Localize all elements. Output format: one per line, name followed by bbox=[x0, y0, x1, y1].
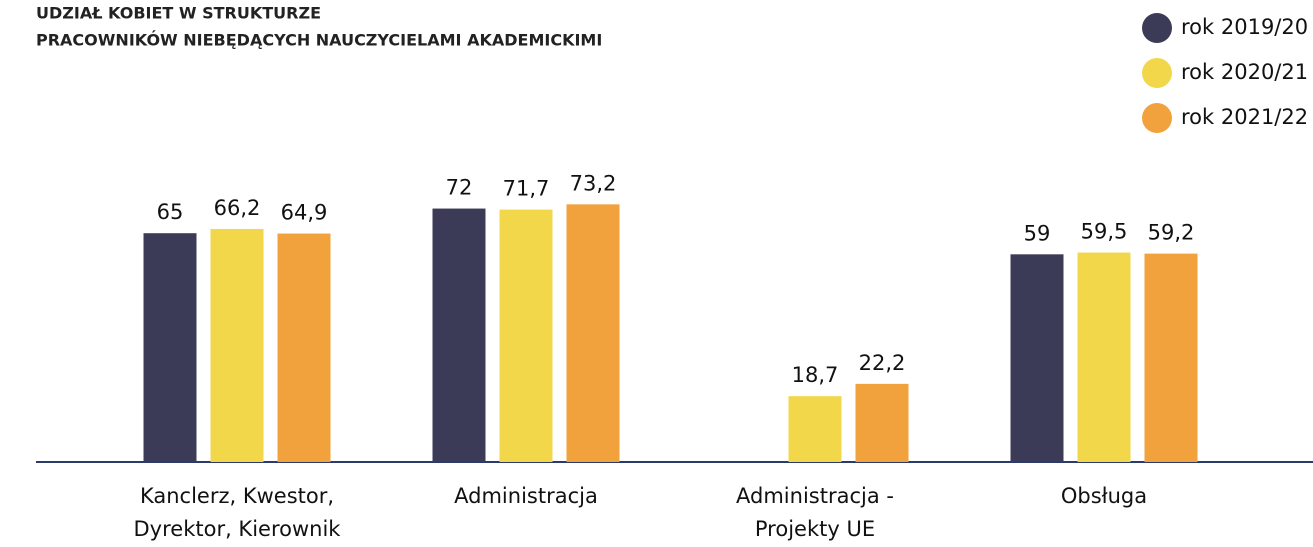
bar bbox=[432, 208, 486, 462]
bar bbox=[855, 383, 909, 462]
x-tick-label: Projekty UE bbox=[755, 517, 875, 541]
x-tick-label: Obsługa bbox=[1061, 484, 1147, 508]
x-tick-label: Administracja - bbox=[736, 484, 894, 508]
bar bbox=[566, 204, 620, 462]
x-tick-label: Administracja bbox=[454, 484, 598, 508]
value-label: 59 bbox=[1024, 221, 1051, 245]
chart-title: UDZIAŁ KOBIET W STRUKTURZE bbox=[36, 4, 321, 23]
value-label: 59,2 bbox=[1148, 221, 1195, 245]
bar bbox=[1077, 252, 1131, 462]
value-label: 66,2 bbox=[214, 196, 261, 220]
legend-label: rok 2020/21 bbox=[1181, 60, 1308, 84]
x-tick-label: Kanclerz, Kwestor, bbox=[140, 484, 334, 508]
value-label: 72 bbox=[446, 176, 473, 200]
bar bbox=[143, 233, 197, 462]
bar bbox=[210, 228, 264, 462]
value-label: 73,2 bbox=[570, 171, 617, 195]
bar bbox=[1010, 254, 1064, 462]
chart-title: PRACOWNIKÓW NIEBĘDĄCYCH NAUCZYCIELAMI AK… bbox=[36, 31, 602, 50]
x-tick-label: Dyrektor, Kierownik bbox=[134, 517, 342, 541]
bar bbox=[788, 396, 842, 462]
legend-label: rok 2019/20 bbox=[1181, 15, 1308, 39]
value-label: 64,9 bbox=[281, 201, 328, 225]
bar bbox=[499, 209, 553, 462]
value-label: 65 bbox=[157, 200, 184, 224]
legend-label: rok 2021/22 bbox=[1181, 105, 1308, 129]
legend-swatch bbox=[1142, 58, 1172, 88]
value-label: 22,2 bbox=[859, 351, 906, 375]
legend-swatch bbox=[1142, 13, 1172, 43]
legend-swatch bbox=[1142, 103, 1172, 133]
value-label: 59,5 bbox=[1081, 220, 1128, 244]
bar bbox=[1144, 253, 1198, 462]
value-label: 18,7 bbox=[792, 363, 839, 387]
bar bbox=[277, 233, 331, 462]
value-label: 71,7 bbox=[503, 177, 550, 201]
